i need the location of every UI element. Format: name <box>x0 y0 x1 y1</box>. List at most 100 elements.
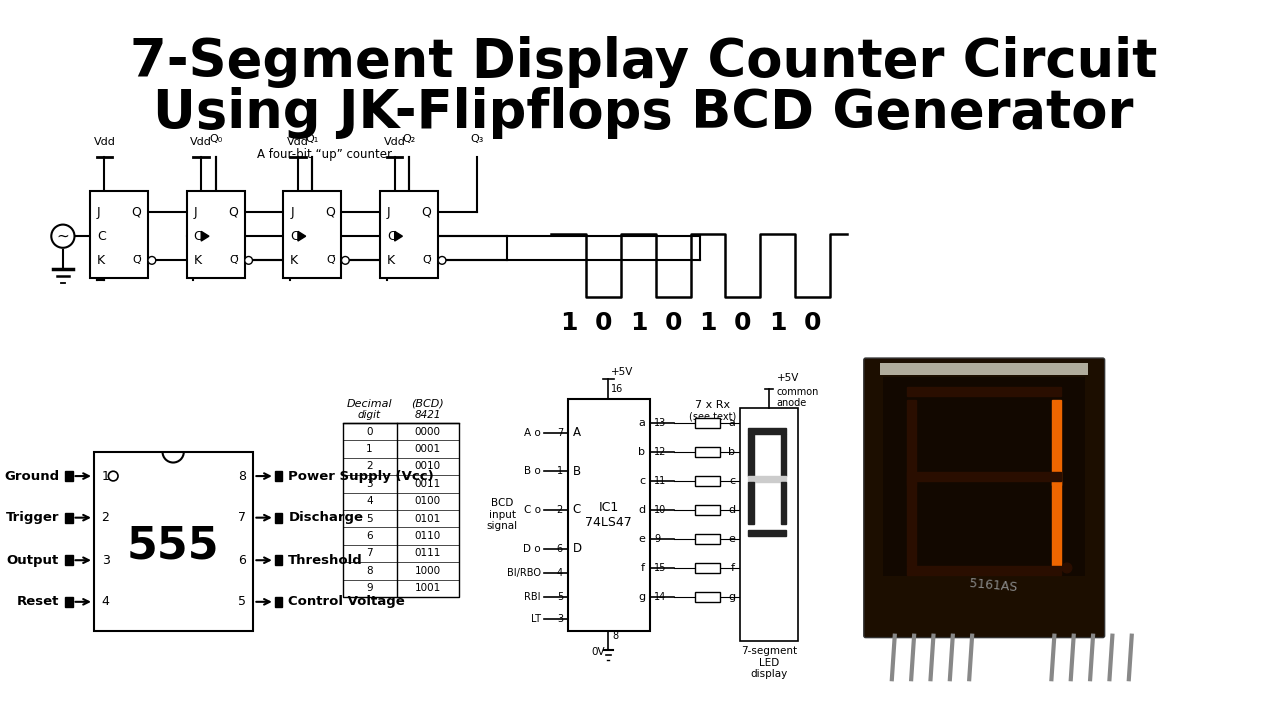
Bar <box>93 452 253 631</box>
Text: (see text): (see text) <box>689 412 736 422</box>
Text: 0100: 0100 <box>415 496 440 506</box>
Text: 0: 0 <box>735 311 751 336</box>
Text: 8: 8 <box>612 631 618 641</box>
Text: Threshold: Threshold <box>288 554 364 567</box>
Text: C: C <box>291 230 300 243</box>
Text: c: c <box>639 476 645 486</box>
Text: digit: digit <box>358 410 381 420</box>
FancyBboxPatch shape <box>864 358 1105 638</box>
Text: Q₁: Q₁ <box>306 135 319 144</box>
Circle shape <box>109 471 118 481</box>
Polygon shape <box>201 231 209 241</box>
Text: Reset: Reset <box>17 595 59 608</box>
Bar <box>283 191 342 278</box>
Bar <box>748 482 754 524</box>
Text: 4: 4 <box>366 496 372 506</box>
Bar <box>908 472 1061 481</box>
Text: 9: 9 <box>654 534 660 544</box>
Text: 2: 2 <box>366 462 372 472</box>
Polygon shape <box>275 555 283 565</box>
Text: 1: 1 <box>557 467 563 476</box>
Text: 8: 8 <box>366 566 372 576</box>
Text: 6: 6 <box>238 554 246 567</box>
Text: common: common <box>777 387 819 397</box>
Polygon shape <box>65 471 73 481</box>
Text: Power Supply (Vcc): Power Supply (Vcc) <box>288 469 434 482</box>
Text: 4: 4 <box>101 595 110 608</box>
Text: Control Voltage: Control Voltage <box>288 595 404 608</box>
Circle shape <box>244 256 252 264</box>
Text: 0111: 0111 <box>415 549 440 559</box>
Text: D: D <box>572 542 582 555</box>
Text: a: a <box>639 418 645 428</box>
Text: b: b <box>728 447 735 457</box>
Circle shape <box>1062 563 1071 573</box>
Bar <box>881 363 1088 374</box>
Text: display: display <box>750 670 787 679</box>
Text: Trigger: Trigger <box>5 511 59 524</box>
Text: 0: 0 <box>804 311 822 336</box>
Text: 0010: 0010 <box>415 462 440 472</box>
Circle shape <box>342 256 349 264</box>
Text: K: K <box>291 254 298 267</box>
Polygon shape <box>275 513 283 523</box>
Text: LT: LT <box>531 614 540 624</box>
Text: C: C <box>193 230 202 243</box>
Text: D o: D o <box>524 544 540 554</box>
Text: e: e <box>728 534 735 544</box>
Text: f: f <box>731 563 735 573</box>
Text: 74LS47: 74LS47 <box>585 516 632 529</box>
Polygon shape <box>298 231 306 241</box>
Bar <box>740 408 797 641</box>
Bar <box>908 566 1061 575</box>
Bar <box>748 476 786 482</box>
Text: 11: 11 <box>654 476 666 486</box>
Circle shape <box>51 225 74 248</box>
Text: 0001: 0001 <box>415 444 440 454</box>
Text: K: K <box>387 254 396 267</box>
Text: J: J <box>291 205 294 218</box>
Text: Q: Q <box>132 205 141 218</box>
Text: 8421: 8421 <box>415 410 440 420</box>
Bar <box>695 534 719 544</box>
Text: (BCD): (BCD) <box>411 399 444 408</box>
Text: Q₃: Q₃ <box>470 135 484 144</box>
Text: BCD
input
signal: BCD input signal <box>486 498 517 531</box>
Text: B: B <box>572 464 581 478</box>
Bar <box>908 387 1061 396</box>
Text: 1: 1 <box>561 311 577 336</box>
Text: d: d <box>637 505 645 515</box>
Text: 0: 0 <box>664 311 682 336</box>
Bar <box>695 563 719 573</box>
Polygon shape <box>65 555 73 565</box>
Text: +5V: +5V <box>612 366 634 377</box>
Text: Q: Q <box>421 205 431 218</box>
Text: ~: ~ <box>56 229 69 243</box>
Text: 5: 5 <box>238 595 246 608</box>
Text: e: e <box>639 534 645 544</box>
Bar <box>781 433 786 476</box>
Text: 7: 7 <box>238 511 246 524</box>
Text: Q: Q <box>228 205 238 218</box>
Text: 5161AS: 5161AS <box>969 577 1018 594</box>
Circle shape <box>438 256 445 264</box>
Text: 1000: 1000 <box>415 566 440 576</box>
Text: C: C <box>387 230 396 243</box>
Text: 7: 7 <box>366 549 372 559</box>
Text: 5: 5 <box>366 513 372 523</box>
Text: K: K <box>97 254 105 267</box>
Text: 16: 16 <box>612 384 623 394</box>
Text: 3: 3 <box>366 479 372 489</box>
Text: 9: 9 <box>366 583 372 593</box>
Text: Q̅: Q̅ <box>422 256 431 266</box>
Text: Ground: Ground <box>4 469 59 482</box>
Text: 0: 0 <box>595 311 612 336</box>
Text: b: b <box>639 447 645 457</box>
Text: 2: 2 <box>101 511 110 524</box>
Text: Vdd: Vdd <box>384 138 406 147</box>
Text: IC1: IC1 <box>598 500 618 513</box>
Text: 1: 1 <box>699 311 717 336</box>
Text: Discharge: Discharge <box>288 511 364 524</box>
Text: 0110: 0110 <box>415 531 440 541</box>
Bar <box>187 191 244 278</box>
